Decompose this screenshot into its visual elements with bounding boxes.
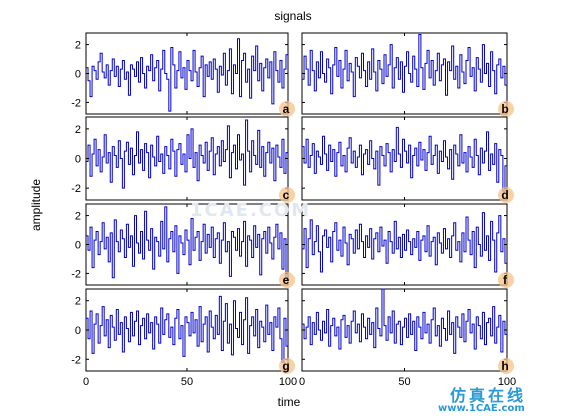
series-line-d	[302, 126, 507, 192]
panel-label-badge	[498, 272, 514, 288]
panel-e: -2 0 2 e	[71, 203, 295, 288]
x-tick-label: 100	[498, 376, 516, 388]
figure-title: signals	[274, 9, 311, 23]
x-tick-label: 50	[398, 376, 410, 388]
y-tick-label: 0	[75, 325, 81, 337]
panel-label: f	[503, 273, 508, 287]
panel-d: d	[301, 116, 514, 203]
panel-label-badge	[279, 187, 295, 203]
x-tick-label: 50	[181, 376, 193, 388]
panel-label: h	[501, 359, 508, 373]
panel-label-badge	[279, 272, 295, 288]
watermark-logo-text: 仿真在线	[450, 386, 527, 405]
y-tick-label: -2	[71, 268, 81, 280]
y-tick-label: -2	[71, 97, 81, 109]
y-axis-label: amplitude	[29, 179, 43, 231]
series-line-h	[302, 288, 507, 354]
y-tick-label: -2	[71, 183, 81, 195]
x-tick-label: 100	[279, 376, 297, 388]
x-axis-label: time	[278, 395, 301, 409]
y-tick-label: 2	[75, 124, 81, 136]
series-line-c	[86, 119, 288, 189]
panel-label: e	[283, 273, 290, 287]
panel-label: b	[501, 102, 508, 116]
panel-label-badge	[498, 187, 514, 203]
panel-frame	[301, 288, 508, 372]
panel-label-badge	[498, 101, 514, 117]
y-tick-label: 0	[75, 240, 81, 252]
x-tick-label: 0	[299, 376, 305, 388]
y-tick-label: 2	[75, 296, 81, 308]
panel-label: g	[282, 359, 289, 373]
y-tick-label: 0	[75, 154, 81, 166]
panel-label: c	[283, 188, 290, 202]
y-tick-label: 2	[75, 40, 81, 52]
panel-a: -2 0 2 a	[71, 32, 295, 117]
series-line-a	[86, 38, 288, 112]
panel-label-badge	[279, 358, 295, 374]
panel-b: b	[301, 32, 514, 117]
panel-h: 0 50 100 h	[299, 288, 516, 388]
series-line-e	[86, 206, 288, 280]
watermark-top: 1CAE.COM	[190, 200, 312, 221]
panel-label-badge	[279, 101, 295, 117]
panel-f: f	[301, 203, 514, 288]
series-line-f	[302, 212, 507, 273]
y-tick-label: 0	[75, 69, 81, 81]
x-tick-label: 0	[83, 376, 89, 388]
series-line-b	[302, 33, 507, 98]
y-tick-label: 2	[75, 211, 81, 223]
panel-label: d	[501, 188, 508, 202]
series-line-g	[86, 295, 288, 363]
watermark-url: www.1CAE.com	[438, 403, 525, 414]
panel-c: -2 0 2 c	[71, 116, 295, 203]
panel-label: a	[283, 102, 290, 116]
y-tick-label: -2	[71, 354, 81, 366]
panel-label-badge	[498, 358, 514, 374]
panel-frame	[85, 288, 289, 372]
